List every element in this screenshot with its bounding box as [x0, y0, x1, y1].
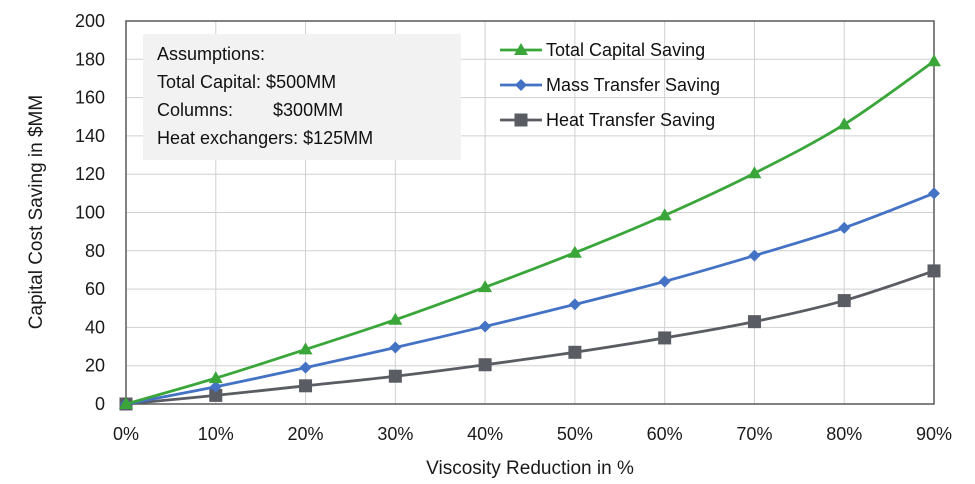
x-tick-label: 20% — [288, 424, 324, 444]
data-point-heat-transfer-saving — [568, 345, 582, 359]
x-tick-label: 50% — [557, 424, 593, 444]
data-point-mass-transfer-saving — [209, 380, 222, 393]
legend: Total Capital Saving Mass Transfer Saving… — [500, 40, 720, 130]
y-tick-label: 200 — [75, 11, 105, 31]
legend-item-mass-transfer-saving: Mass Transfer Saving — [500, 75, 720, 95]
data-point-heat-transfer-saving — [837, 294, 851, 308]
data-point-total-capital-saving — [208, 371, 223, 384]
x-tick-label: 80% — [826, 424, 862, 444]
data-point-total-capital-saving — [119, 397, 133, 409]
series-mass-transfer-saving — [120, 187, 940, 410]
assumptions-line: Columns: $300MM — [157, 100, 343, 120]
legend-label: Heat Transfer Saving — [546, 110, 715, 130]
y-tick-label: 120 — [75, 164, 105, 184]
assumptions-line: Total Capital: $500MM — [157, 72, 336, 92]
legend-item-heat-transfer-saving: Heat Transfer Saving — [500, 110, 715, 130]
assumptions-line: Assumptions: — [157, 44, 265, 64]
x-tick-label: 60% — [647, 424, 683, 444]
x-tick-label: 0% — [113, 424, 139, 444]
data-point-total-capital-saving — [837, 117, 852, 130]
legend-label: Mass Transfer Saving — [546, 75, 720, 95]
legend-marker-diamond-icon — [515, 79, 527, 91]
y-tick-label: 20 — [85, 356, 105, 376]
data-point-mass-transfer-saving — [658, 275, 671, 288]
data-point-mass-transfer-saving — [928, 187, 940, 200]
assumptions-box: Assumptions: Total Capital: $500MM Colum… — [143, 34, 461, 160]
data-point-total-capital-saving — [747, 166, 762, 179]
data-point-heat-transfer-saving — [209, 388, 223, 402]
data-point-heat-transfer-saving — [747, 315, 761, 329]
y-tick-label: 40 — [85, 317, 105, 337]
series-total-capital-saving — [119, 54, 941, 409]
series-heat-transfer-saving — [119, 264, 941, 411]
series-line-total-capital-saving — [125, 60, 935, 406]
data-point-mass-transfer-saving — [299, 361, 312, 374]
data-point-total-capital-saving — [927, 54, 941, 67]
data-point-heat-transfer-saving — [478, 358, 492, 372]
y-tick-label: 0 — [95, 394, 105, 414]
x-axis-title: Viscosity Reduction in % — [426, 458, 634, 479]
data-point-mass-transfer-saving — [568, 298, 581, 311]
y-tick-label: 80 — [85, 241, 105, 261]
legend-marker-triangle-icon — [514, 43, 528, 55]
data-point-total-capital-saving — [567, 245, 582, 258]
data-point-heat-transfer-saving — [927, 264, 941, 278]
data-point-total-capital-saving — [657, 208, 672, 221]
assumptions-background — [143, 34, 461, 160]
assumptions-line: Heat exchangers: $125MM — [157, 128, 373, 148]
series-line-mass-transfer-saving — [125, 192, 935, 406]
data-point-total-capital-saving — [478, 280, 493, 293]
y-tick-label: 160 — [75, 88, 105, 108]
data-point-total-capital-saving — [298, 342, 313, 355]
y-axis-title: Capital Cost Saving in $MM — [26, 95, 47, 329]
data-point-mass-transfer-saving — [389, 341, 402, 354]
data-point-mass-transfer-saving — [479, 320, 492, 333]
legend-item-total-capital-saving: Total Capital Saving — [500, 40, 705, 60]
series-layer — [119, 54, 941, 411]
plot-area-border — [125, 20, 935, 405]
legend-marker-square-icon — [514, 113, 528, 127]
x-axis-ticks: 0% 10% 20% 30% 40% 50% 60% 70% 80% 90% — [113, 424, 952, 444]
data-point-heat-transfer-saving — [388, 369, 402, 383]
x-tick-label: 10% — [198, 424, 234, 444]
x-tick-label: 30% — [377, 424, 413, 444]
y-axis-ticks: 0 20 40 60 80 100 120 140 160 180 200 — [75, 11, 105, 414]
data-point-mass-transfer-saving — [838, 221, 851, 234]
y-tick-label: 180 — [75, 49, 105, 69]
data-point-heat-transfer-saving — [299, 379, 313, 393]
data-point-mass-transfer-saving — [748, 249, 761, 262]
x-tick-label: 70% — [736, 424, 772, 444]
x-tick-label: 90% — [916, 424, 952, 444]
y-tick-label: 60 — [85, 279, 105, 299]
y-tick-label: 100 — [75, 203, 105, 223]
y-tick-label: 140 — [75, 126, 105, 146]
series-line-heat-transfer-saving — [125, 269, 935, 406]
data-point-total-capital-saving — [388, 312, 403, 325]
legend-label: Total Capital Saving — [546, 40, 705, 60]
x-tick-label: 40% — [467, 424, 503, 444]
data-point-heat-transfer-saving — [658, 331, 672, 345]
